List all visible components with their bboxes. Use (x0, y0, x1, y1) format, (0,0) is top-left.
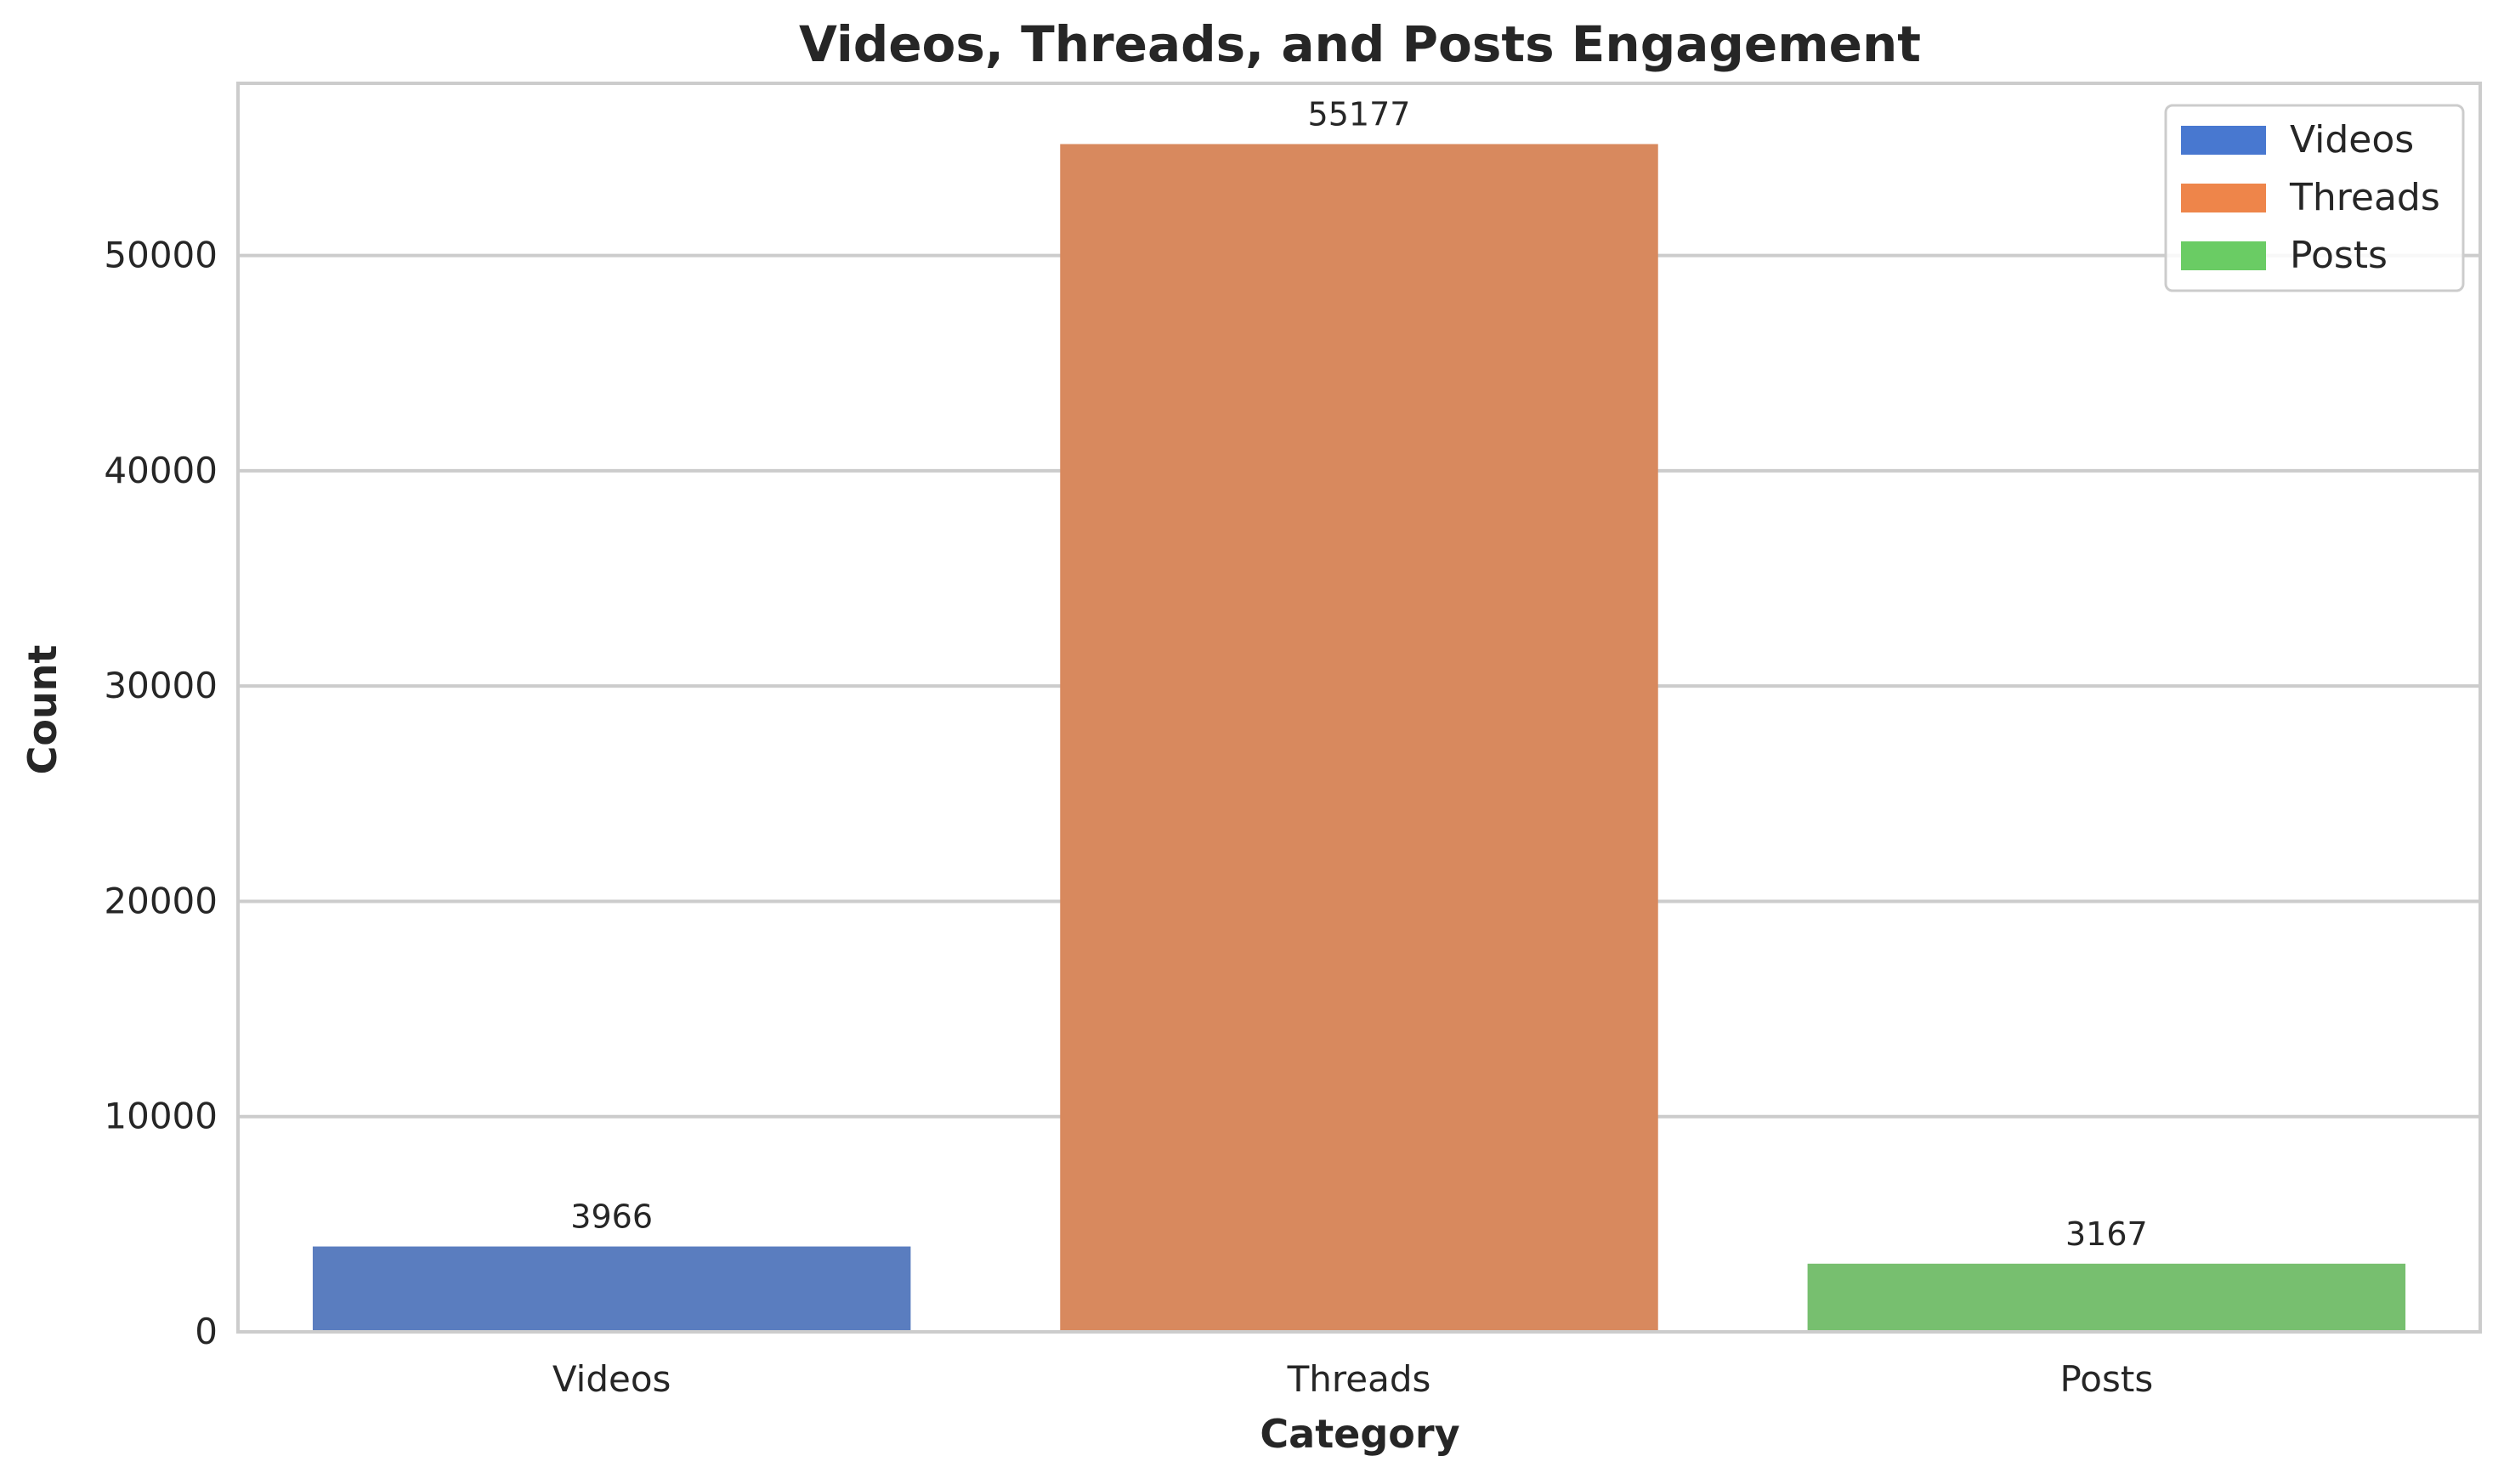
plot-frame (236, 82, 2482, 1334)
x-axis-ticks: Videos Threads Posts (552, 1358, 2153, 1400)
y-tick-label: 50000 (104, 235, 218, 276)
y-tick-label: 40000 (104, 450, 218, 491)
y-tick-label: 30000 (104, 665, 218, 706)
bars (312, 144, 2406, 1333)
y-tick-label: 0 (195, 1311, 218, 1352)
legend-label: Threads (2289, 176, 2440, 219)
chart-title: Videos, Threads, and Posts Engagement (799, 15, 1921, 73)
bar-threads (1060, 144, 1658, 1333)
x-axis-title: Category (1260, 1411, 1459, 1457)
legend-swatch (2181, 126, 2266, 155)
bar-posts (1807, 1263, 2406, 1332)
x-tick-label: Videos (552, 1358, 671, 1400)
legend: Videos Threads Posts (2164, 104, 2465, 292)
y-axis-title: Count (20, 645, 65, 775)
bar-videos (312, 1246, 911, 1332)
data-labels: 3966 55177 3167 (570, 95, 2147, 1252)
legend-label: Videos (2290, 118, 2414, 161)
y-tick-label: 10000 (104, 1096, 218, 1137)
data-label: 3167 (2065, 1215, 2148, 1253)
data-label: 55177 (1308, 95, 1411, 133)
x-tick-label: Threads (1287, 1358, 1431, 1400)
data-label: 3966 (570, 1198, 653, 1236)
legend-swatch (2181, 241, 2266, 270)
x-tick-label: Posts (2059, 1358, 2153, 1400)
y-tick-label: 20000 (104, 880, 218, 921)
legend-swatch (2181, 184, 2266, 212)
y-axis-ticks: 0 10000 20000 30000 40000 50000 (104, 235, 218, 1352)
legend-label: Posts (2290, 234, 2388, 277)
